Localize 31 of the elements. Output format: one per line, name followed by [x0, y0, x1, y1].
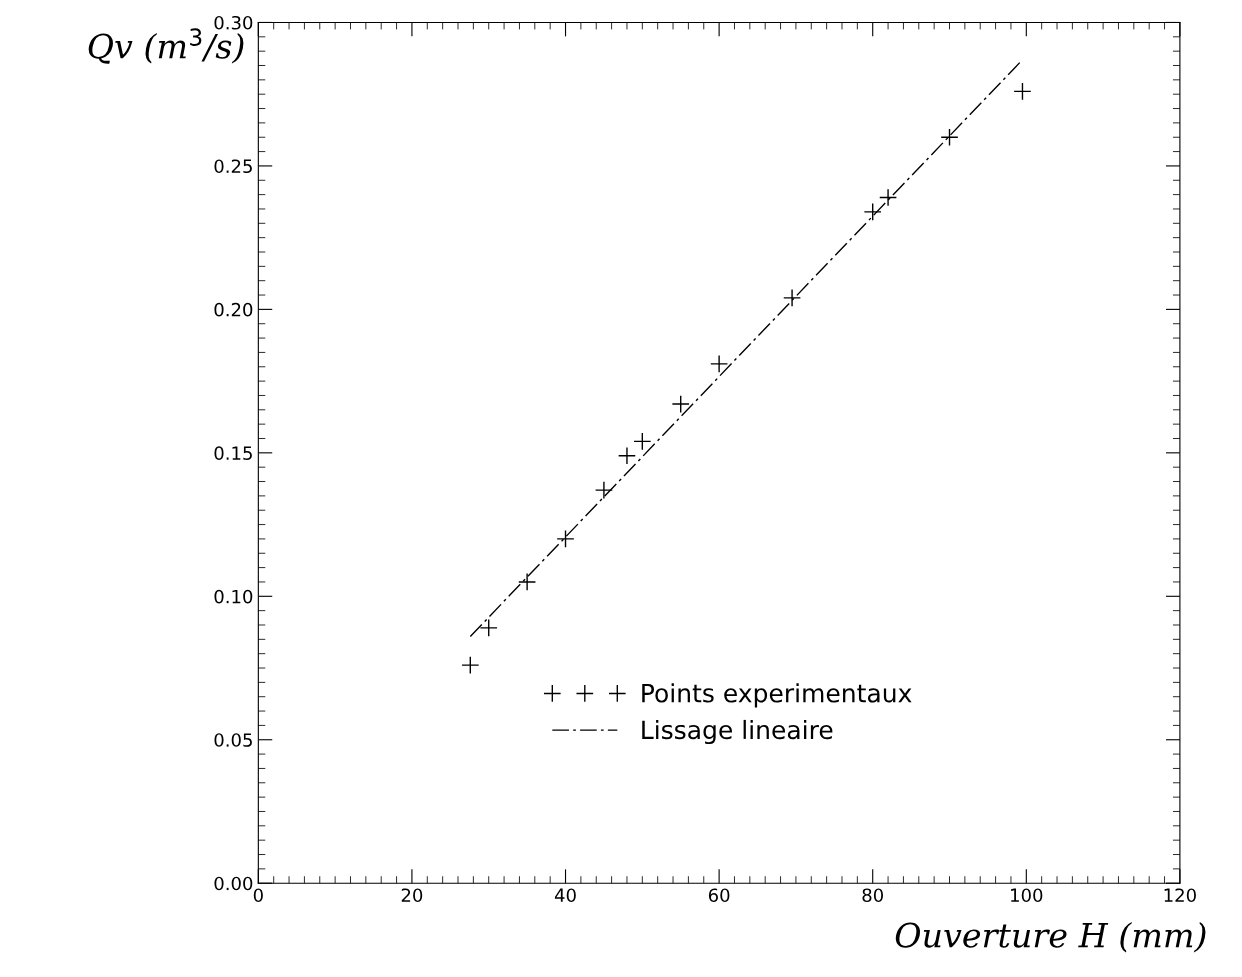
x-tick-label: 60 [708, 888, 730, 903]
point [710, 354, 729, 373]
x-tick-label: 100 [1011, 888, 1043, 903]
y-tick-label: 0.10 [214, 589, 253, 604]
point [783, 288, 802, 307]
point [594, 481, 613, 500]
y-tick-label: 0.30 [214, 15, 253, 30]
point [617, 446, 636, 465]
legend-label: Lissage lineaire [642, 719, 833, 745]
point [633, 432, 652, 451]
point [461, 656, 480, 675]
y-tick-label: 0.25 [214, 159, 252, 174]
point [863, 202, 882, 221]
x-axis-title: Ouverture H (mm) [895, 921, 1206, 953]
point [879, 188, 898, 207]
x-tick-label: 20 [401, 888, 423, 903]
x-tick-label: 40 [554, 888, 576, 903]
point [940, 128, 959, 147]
legend-label: Points experimentaux [642, 683, 912, 708]
point [671, 395, 690, 414]
y-tick-label: 0.00 [214, 876, 253, 891]
y-tick-label: 0.15 [214, 446, 252, 460]
point [1013, 82, 1032, 101]
point [556, 529, 575, 548]
point [479, 618, 498, 637]
x-tick-label: 80 [862, 888, 883, 903]
y-tick-label: 0.20 [214, 302, 253, 317]
y-tick-label: 0.05 [214, 733, 252, 747]
point [518, 572, 537, 591]
x-tick-label: 120 [1164, 888, 1196, 903]
x-tick-label: 0 [253, 888, 263, 903]
